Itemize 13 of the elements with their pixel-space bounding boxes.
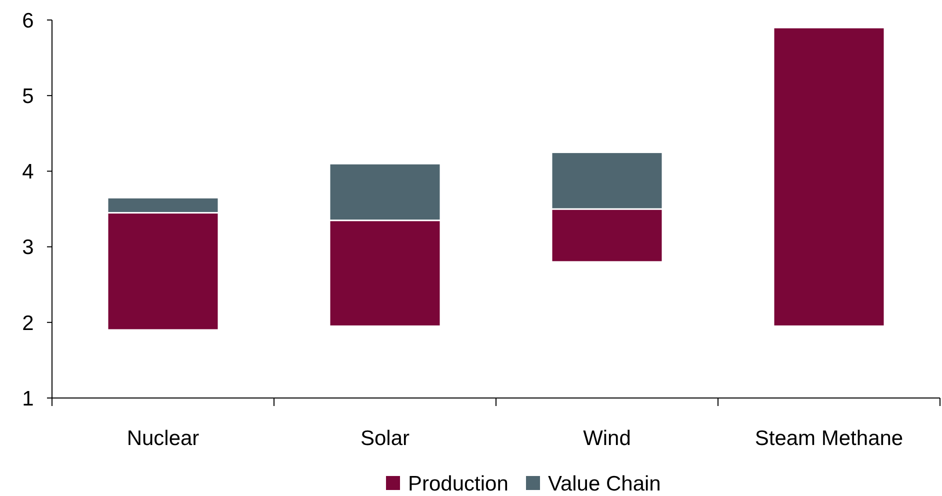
x-tick-label: Wind bbox=[583, 427, 631, 450]
x-tick-label: Steam Methane bbox=[754, 427, 904, 450]
y-tick-label: 4 bbox=[22, 160, 34, 184]
y-tick-label: 2 bbox=[22, 312, 34, 335]
x-tick-label: Solar bbox=[360, 427, 410, 450]
bar bbox=[772, 26, 886, 327]
y-tick-label: 1 bbox=[22, 387, 34, 410]
x-tick-label: Nuclear bbox=[126, 427, 200, 450]
y-tick-label: 3 bbox=[22, 236, 34, 260]
y-tick-label: 6 bbox=[22, 9, 34, 32]
legend-label: Value Chain bbox=[548, 472, 661, 496]
y-tick-label: 5 bbox=[22, 84, 34, 108]
legend-label: Production bbox=[408, 472, 508, 496]
